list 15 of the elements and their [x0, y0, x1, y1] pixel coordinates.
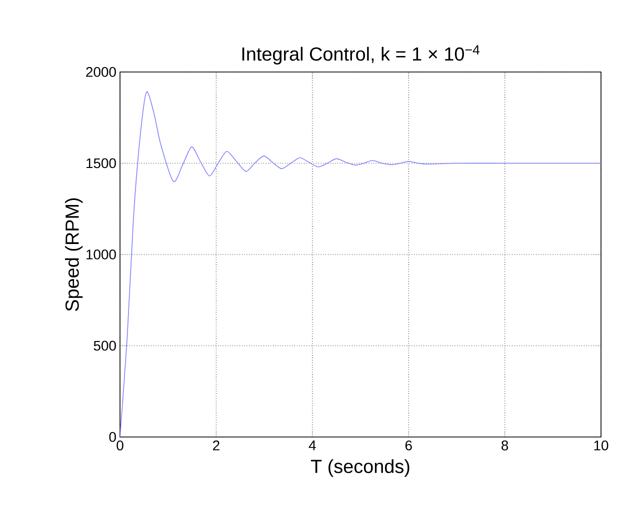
y-tick-label: 2000	[86, 67, 116, 77]
y-tick-label: 1000	[86, 250, 116, 260]
chart-title: Integral Control, k = 1 × 10$^{−4}$	[242, 45, 480, 64]
x-tick-label: 4	[308, 440, 316, 450]
x-tick-label: 8	[502, 440, 508, 450]
x-tick-label: 6	[405, 440, 412, 450]
x-tick-label: 2	[213, 440, 220, 450]
y-axis-title: Speed (RPM)	[64, 198, 83, 311]
y-tick-label: 1500	[86, 158, 116, 168]
x-axis-title: T (seconds)	[310, 459, 410, 477]
line-series	[120, 92, 602, 437]
y-tick-label: 500	[94, 340, 116, 351]
y-tick-label: 0	[109, 432, 116, 442]
x-tick-label: 10	[594, 440, 608, 450]
x-tick-label: 0	[116, 440, 124, 450]
